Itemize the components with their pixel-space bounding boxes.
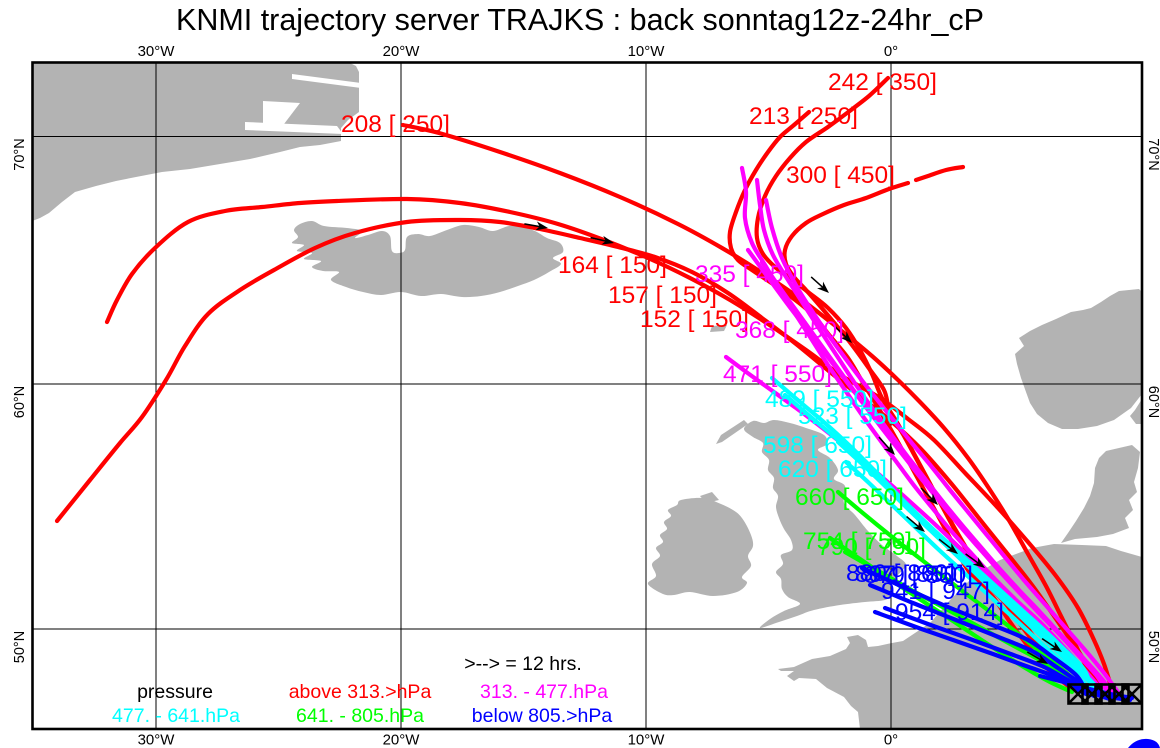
svg-text:208 [ 250]: 208 [ 250] bbox=[341, 111, 450, 138]
svg-text:20°W: 20°W bbox=[383, 732, 421, 748]
svg-text:620 [ 650]: 620 [ 650] bbox=[778, 456, 887, 483]
svg-text:10°W: 10°W bbox=[628, 732, 666, 748]
svg-text:60°N: 60°N bbox=[12, 386, 28, 418]
svg-text:164 [ 150]: 164 [ 150] bbox=[558, 252, 667, 279]
svg-text:879 [ 850]: 879 [ 850] bbox=[864, 562, 973, 589]
svg-text:70°N: 70°N bbox=[12, 138, 28, 170]
svg-text:660 [ 650]: 660 [ 650] bbox=[795, 484, 904, 511]
svg-text:above 313.>hPa: above 313.>hPa bbox=[289, 681, 432, 703]
svg-text:880 [ 860]: 880 [ 860] bbox=[846, 560, 955, 587]
svg-text:477. - 641.hPa: 477. - 641.hPa bbox=[112, 705, 240, 727]
svg-text:471 [ 550]: 471 [ 550] bbox=[723, 361, 832, 388]
svg-text:213 [ 250]: 213 [ 250] bbox=[749, 103, 858, 130]
svg-text:>--> = 12 hrs.: >--> = 12 hrs. bbox=[464, 653, 582, 675]
svg-text:313. - 477.hPa: 313. - 477.hPa bbox=[480, 681, 608, 703]
svg-text:50°N: 50°N bbox=[12, 631, 28, 663]
svg-text:152 [ 150]: 152 [ 150] bbox=[640, 306, 749, 333]
svg-text:300 [ 450]: 300 [ 450] bbox=[786, 162, 895, 189]
svg-text:641. - 805.hPa: 641. - 805.hPa bbox=[296, 705, 424, 727]
svg-text:20°W: 20°W bbox=[383, 43, 421, 60]
svg-text:50°N: 50°N bbox=[1145, 631, 1160, 663]
svg-text:954 [ 914]: 954 [ 914] bbox=[895, 599, 1004, 626]
svg-text:0°: 0° bbox=[884, 43, 898, 60]
svg-text:368 [ 450]: 368 [ 450] bbox=[735, 317, 844, 344]
svg-text:60°N: 60°N bbox=[1145, 386, 1160, 418]
svg-text:pressure: pressure bbox=[137, 681, 213, 703]
svg-text:598 [ 650]: 598 [ 650] bbox=[763, 432, 872, 459]
svg-text:897 [ 850]: 897 [ 850] bbox=[855, 561, 964, 588]
svg-text:941 [ 947]: 941 [ 947] bbox=[881, 578, 990, 605]
svg-text:below 805.>hPa: below 805.>hPa bbox=[472, 705, 613, 727]
svg-text:242 [ 350]: 242 [ 350] bbox=[828, 69, 937, 96]
svg-text:489 [ 550]: 489 [ 550] bbox=[765, 386, 874, 413]
svg-text:523 [ 550]: 523 [ 550] bbox=[798, 403, 907, 430]
svg-text:157 [ 150]: 157 [ 150] bbox=[608, 282, 717, 309]
svg-text:KNMI trajectory server TRAJKS: KNMI trajectory server TRAJKS : back son… bbox=[176, 3, 984, 37]
svg-text:0°: 0° bbox=[884, 732, 898, 748]
svg-text:335 [ 450]: 335 [ 450] bbox=[695, 261, 804, 288]
svg-text:30°W: 30°W bbox=[138, 43, 176, 60]
svg-text:30°W: 30°W bbox=[138, 732, 176, 748]
svg-text:70°N: 70°N bbox=[1145, 138, 1160, 170]
svg-text:10°W: 10°W bbox=[628, 43, 666, 60]
svg-text:790 [ 750]: 790 [ 750] bbox=[817, 534, 926, 561]
svg-text:754 [ 750]: 754 [ 750] bbox=[803, 528, 912, 555]
